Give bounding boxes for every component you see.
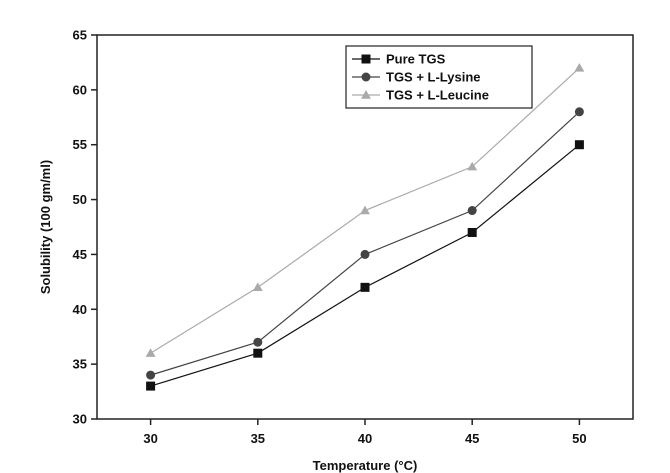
data-point (253, 337, 263, 347)
legend-item: TGS + L-Leucine (352, 88, 489, 103)
x-tick-label: 45 (465, 431, 479, 446)
legend-item: TGS + L-Lysine (352, 70, 481, 85)
y-tick-label: 30 (73, 412, 87, 427)
series (145, 62, 585, 357)
y-tick-label: 40 (73, 302, 87, 317)
data-point (145, 348, 156, 357)
x-tick-label: 40 (358, 431, 372, 446)
data-point (467, 161, 478, 171)
x-axis-title: Temperature (°C) (313, 458, 418, 473)
data-point (360, 205, 370, 215)
legend-label: TGS + L-Leucine (386, 88, 489, 103)
y-tick-label: 35 (73, 357, 87, 372)
legend: Pure TGS TGS + L-Lysine TGS + L-Leucine (345, 45, 533, 109)
legend-item: Pure TGS (352, 52, 446, 67)
x-tick-label: 35 (251, 431, 265, 446)
data-point (467, 206, 477, 216)
legend-label: Pure TGS (386, 52, 446, 67)
y-axis-title: Solubility (100 gm/ml) (38, 160, 53, 294)
legend-label: TGS + L-Lysine (386, 70, 481, 85)
legend-marker (361, 54, 371, 64)
y-tick-label: 50 (73, 192, 87, 207)
data-point (360, 282, 370, 292)
data-point (574, 62, 585, 72)
series (146, 107, 584, 380)
axes: 30 35 40 45 50 55 60 65 30 35 40 45 50 (73, 28, 587, 447)
y-tick-label: 45 (73, 247, 87, 262)
y-tick-label: 65 (73, 28, 87, 43)
x-tick-label: 50 (572, 431, 586, 446)
data-point (253, 348, 263, 358)
data-point (360, 249, 370, 259)
data-point (146, 381, 156, 391)
data-point (146, 370, 156, 380)
legend-marker (361, 90, 371, 99)
data-point (252, 282, 263, 292)
data-point (574, 107, 584, 117)
y-tick-label: 55 (73, 137, 87, 152)
data-point (467, 227, 477, 237)
x-tick-label: 30 (143, 431, 157, 446)
y-tick-label: 60 (73, 82, 87, 97)
data-point (574, 140, 584, 150)
series (146, 140, 584, 391)
series-layer (145, 62, 585, 391)
legend-marker (361, 72, 371, 82)
